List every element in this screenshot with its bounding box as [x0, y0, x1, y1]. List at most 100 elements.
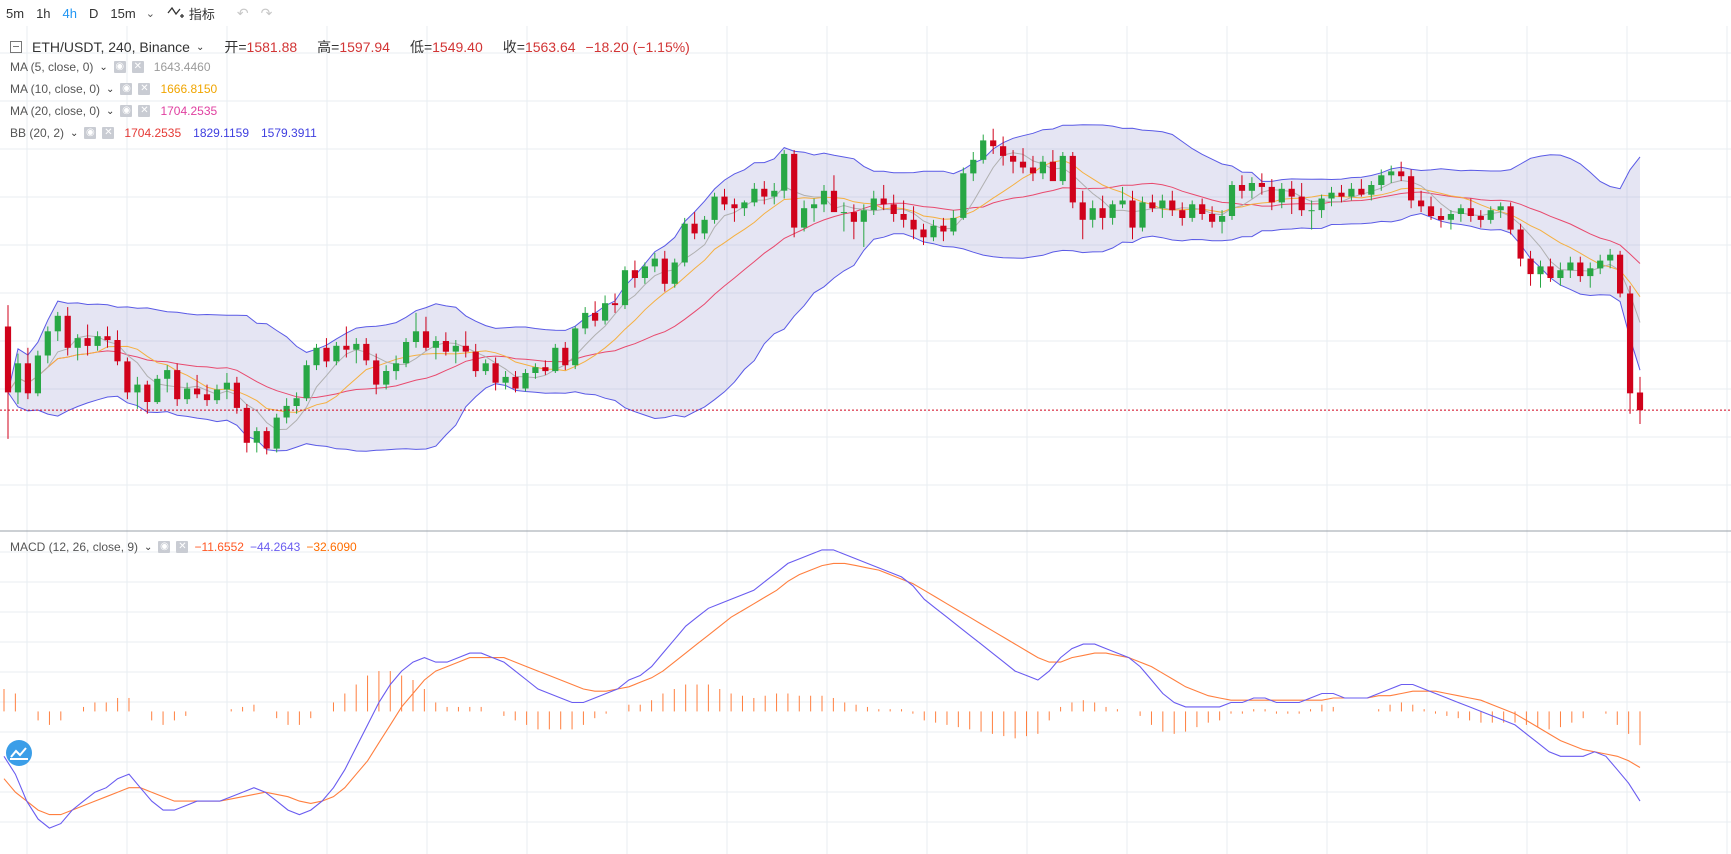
- visibility-icon[interactable]: ◉: [84, 127, 97, 139]
- candle-body: [990, 140, 997, 147]
- candle-body: [343, 345, 350, 350]
- candle-body: [1497, 206, 1504, 211]
- candle-body: [1159, 200, 1166, 209]
- candle-body: [393, 363, 400, 372]
- candle-body: [741, 202, 748, 209]
- candle-body: [134, 384, 141, 393]
- candle-body: [860, 210, 867, 222]
- chevron-down-icon[interactable]: ⌄: [144, 541, 153, 553]
- indicator-name[interactable]: MA (10, close, 0): [10, 82, 101, 96]
- candle-body: [412, 331, 420, 342]
- low-label: 低=: [409, 39, 433, 55]
- chevron-down-icon[interactable]: ⌄: [106, 83, 115, 95]
- candle-body: [233, 382, 240, 408]
- candle-body: [711, 196, 718, 220]
- collapse-icon[interactable]: [10, 41, 22, 53]
- interval-15m[interactable]: 15m: [110, 5, 136, 21]
- candle-body: [910, 219, 917, 230]
- candle-body: [1477, 216, 1484, 220]
- candle-body: [34, 355, 41, 394]
- candle-body: [751, 188, 758, 203]
- indicators-button[interactable]: 指标: [159, 4, 223, 23]
- candle-body: [263, 431, 270, 449]
- price-chart[interactable]: [0, 26, 1731, 854]
- indicator-icon: [167, 6, 184, 18]
- chevron-down-icon[interactable]: ⌄: [145, 7, 155, 20]
- candle-body: [1607, 254, 1614, 261]
- candle-body: [940, 225, 947, 232]
- macd-legend: MACD (12, 26, close, 9) ⌄ ◉ ✕ −11.6552 −…: [10, 540, 357, 554]
- candle-body: [890, 204, 897, 214]
- candle-body: [1577, 262, 1584, 277]
- candle-body: [164, 370, 171, 379]
- candle-body: [950, 217, 957, 232]
- visibility-icon[interactable]: ◉: [120, 105, 133, 117]
- candle-body: [1318, 198, 1325, 211]
- candle-body: [1338, 192, 1345, 197]
- close-icon[interactable]: ✕: [138, 83, 151, 95]
- indicator-value: 1579.3911: [261, 126, 317, 140]
- macd-name[interactable]: MACD (12, 26, close, 9): [10, 540, 139, 554]
- candle-body: [602, 303, 609, 321]
- close-value: 1563.64: [524, 39, 576, 55]
- close-icon[interactable]: ✕: [131, 61, 144, 73]
- candle-body: [1248, 183, 1255, 191]
- candle-body: [253, 431, 260, 443]
- candle-body: [64, 315, 71, 348]
- candle-body: [1228, 185, 1236, 216]
- chevron-down-icon[interactable]: ⌄: [70, 127, 79, 139]
- high-value: 1597.94: [339, 39, 390, 55]
- candle-body: [671, 262, 678, 284]
- close-icon[interactable]: ✕: [176, 541, 189, 553]
- candle-body: [880, 198, 887, 205]
- interval-4h[interactable]: 4h: [62, 5, 77, 21]
- candle-body: [1278, 188, 1285, 203]
- candle-body: [850, 212, 857, 222]
- candle-body: [920, 229, 927, 238]
- candle-body: [681, 223, 688, 263]
- change-value: −18.20 (−1.15%): [585, 39, 690, 55]
- indicator-legend: BB (20, 2) ⌄ ◉ ✕ 1704.2535 1829.1159 1579.3911: [10, 126, 317, 140]
- candle-body: [1288, 188, 1295, 197]
- high-label: 高=: [317, 39, 340, 55]
- indicator-name[interactable]: MA (5, close, 0): [10, 60, 94, 74]
- candle-body: [174, 370, 181, 400]
- candle-body: [273, 417, 280, 449]
- chevron-down-icon[interactable]: ⌄: [99, 61, 108, 73]
- candle-body: [1427, 206, 1435, 216]
- candle-body: [74, 338, 81, 348]
- candle-body: [1597, 260, 1604, 269]
- candle-body: [1089, 208, 1096, 220]
- candle-body: [1019, 161, 1027, 168]
- tradingview-logo-icon[interactable]: [6, 740, 32, 766]
- visibility-icon[interactable]: ◉: [113, 61, 126, 73]
- candle-body: [1587, 268, 1594, 277]
- undo-icon[interactable]: ↶: [236, 4, 249, 21]
- indicator-value: 1829.1159: [193, 126, 249, 140]
- close-icon[interactable]: ✕: [138, 105, 151, 117]
- interval-5m[interactable]: 5m: [6, 5, 25, 21]
- candle-body: [1567, 262, 1574, 271]
- indicator-name[interactable]: BB (20, 2): [10, 126, 65, 140]
- visibility-icon[interactable]: ◉: [120, 83, 133, 95]
- candle-body: [432, 341, 439, 348]
- interval-d[interactable]: D: [89, 5, 99, 21]
- candle-body: [452, 345, 459, 352]
- symbol-name[interactable]: ETH/USDT, 240, Binance: [32, 39, 190, 55]
- visibility-icon[interactable]: ◉: [158, 541, 171, 553]
- candle-body: [1079, 202, 1086, 220]
- candle-body: [1517, 229, 1524, 259]
- candle-body: [1617, 254, 1624, 294]
- candle-body: [1627, 293, 1634, 394]
- candle-body: [1537, 266, 1544, 275]
- interval-1h[interactable]: 1h: [36, 5, 51, 21]
- indicator-name[interactable]: MA (20, close, 0): [10, 104, 101, 118]
- chevron-down-icon[interactable]: ⌄: [106, 105, 115, 117]
- candle-body: [1059, 155, 1066, 182]
- chevron-down-icon[interactable]: ⌄: [195, 41, 205, 53]
- candle-body: [611, 303, 619, 306]
- close-icon[interactable]: ✕: [102, 127, 115, 139]
- redo-icon[interactable]: ↷: [260, 4, 273, 21]
- candle-body: [472, 351, 479, 372]
- candle-body: [54, 315, 61, 332]
